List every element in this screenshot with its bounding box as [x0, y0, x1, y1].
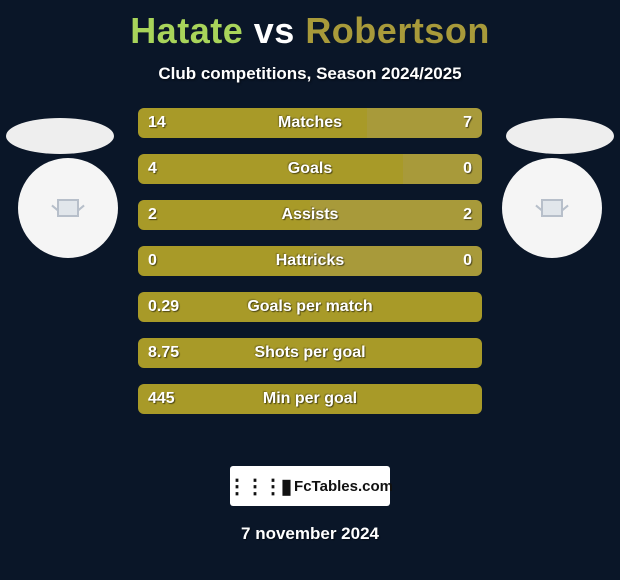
- stat-row: 147Matches: [138, 108, 482, 138]
- placeholder-icon: [541, 199, 563, 217]
- club-badge-right: [502, 158, 602, 258]
- logo-text: FcTables.com: [294, 478, 393, 495]
- stat-bar-left: [138, 108, 367, 138]
- player1-name: Hatate: [130, 10, 243, 51]
- stat-bar-right: [367, 108, 482, 138]
- logo-icon: ⋮⋮⋮▮: [227, 474, 290, 499]
- stat-row: 40Goals: [138, 154, 482, 184]
- stat-bar-left: [138, 384, 482, 414]
- comparison-stage: 147Matches 40Goals 22Assists 00Hattricks 0.2…: [0, 108, 620, 448]
- stat-bar-left: [138, 154, 403, 184]
- stat-bar-left: [138, 338, 482, 368]
- stat-bar-right: [310, 246, 482, 276]
- stat-row: 22Assists: [138, 200, 482, 230]
- stat-row: 0.29Goals per match: [138, 292, 482, 322]
- stat-row: 00Hattricks: [138, 246, 482, 276]
- vs-text: vs: [254, 10, 295, 51]
- flag-right: [506, 118, 614, 154]
- stat-bar-left: [138, 200, 310, 230]
- stat-bars: 147Matches 40Goals 22Assists 00Hattricks 0.2…: [138, 108, 482, 430]
- comparison-title: Hatate vs Robertson: [0, 0, 620, 52]
- date-text: 7 november 2024: [0, 524, 620, 544]
- player2-name: Robertson: [305, 10, 490, 51]
- stat-row: 8.75Shots per goal: [138, 338, 482, 368]
- stat-row: 445Min per goal: [138, 384, 482, 414]
- club-badge-left: [18, 158, 118, 258]
- stat-bar-left: [138, 292, 482, 322]
- stat-bar-right: [310, 200, 482, 230]
- placeholder-icon: [57, 199, 79, 217]
- flag-left: [6, 118, 114, 154]
- stat-bar-right: [403, 154, 482, 184]
- fctables-logo: ⋮⋮⋮▮ FcTables.com: [230, 466, 390, 506]
- subtitle: Club competitions, Season 2024/2025: [0, 64, 620, 84]
- stat-bar-left: [138, 246, 310, 276]
